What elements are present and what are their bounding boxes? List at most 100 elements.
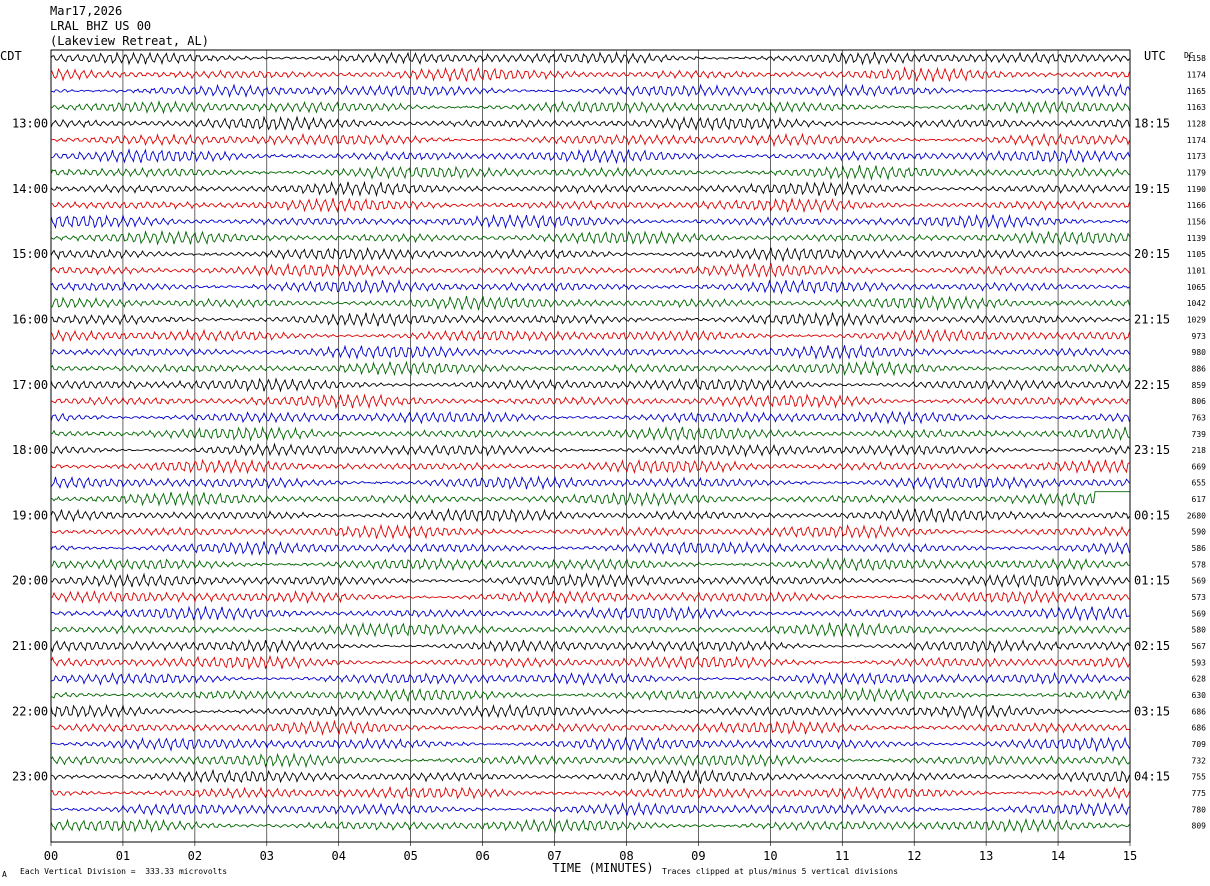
dc-offset-label: 973 — [1192, 332, 1207, 341]
seismic-trace — [50, 686, 1130, 703]
dc-offset-label: 732 — [1192, 756, 1207, 765]
x-tick-label: 04 — [332, 849, 346, 863]
seismic-trace — [50, 768, 1130, 784]
dc-offset-label: 617 — [1192, 495, 1207, 504]
x-tick-label: 14 — [1051, 849, 1065, 863]
seismic-trace — [50, 654, 1130, 671]
x-tick-label: 03 — [260, 849, 274, 863]
dc-offset-label: 573 — [1192, 593, 1207, 602]
right-hour-label: 18:15 — [1134, 116, 1170, 130]
dc-offset-label: 1101 — [1187, 266, 1206, 275]
seismic-trace — [50, 165, 1130, 181]
dc-offset-label: 590 — [1192, 528, 1207, 537]
dc-offset-label: 1128 — [1187, 119, 1206, 128]
dc-offset-label: 859 — [1192, 381, 1207, 390]
seismic-trace — [50, 572, 1130, 589]
dc-offset-label: 630 — [1192, 691, 1207, 700]
seismic-trace — [50, 801, 1130, 817]
left-hour-label: 20:00 — [12, 574, 48, 588]
seismic-trace — [50, 523, 1130, 540]
seismic-trace — [50, 377, 1130, 393]
dc-offset-label: 686 — [1192, 724, 1207, 733]
dc-offset-label: 775 — [1192, 789, 1207, 798]
x-tick-label: 13 — [979, 849, 993, 863]
dc-offset-label: 1174 — [1187, 70, 1206, 79]
right-hour-label: 04:15 — [1134, 770, 1170, 784]
seismic-trace — [50, 99, 1130, 115]
dc-offset-label: 578 — [1192, 560, 1207, 569]
seismic-trace — [50, 147, 1130, 165]
seismic-trace — [50, 589, 1130, 605]
label-layer: 00 01 02 03 04 05 06 07 08 09 10 11 12 13 14 15 1158 1174… — [12, 54, 1206, 863]
seismic-trace — [50, 671, 1130, 686]
seismic-trace — [50, 294, 1130, 312]
seismic-trace — [50, 132, 1130, 148]
seismic-trace — [50, 344, 1130, 361]
x-tick-label: 15 — [1123, 849, 1137, 863]
dc-offset-label: 806 — [1192, 397, 1207, 406]
scale-mark: A — [2, 870, 7, 879]
right-hour-label: 21:15 — [1134, 312, 1170, 326]
seismic-trace — [50, 50, 1130, 66]
dc-offset-label: 1179 — [1187, 168, 1206, 177]
seismic-trace — [50, 719, 1130, 736]
plot-frame — [50, 49, 1131, 843]
left-hour-label: 18:00 — [12, 443, 48, 457]
dc-offset-label: 1065 — [1187, 283, 1206, 292]
x-tick-label: 08 — [619, 849, 633, 863]
x-tick-label: 02 — [188, 849, 202, 863]
trace-layer — [50, 50, 1130, 834]
left-hour-label: 21:00 — [12, 639, 48, 653]
x-tick-label: 01 — [116, 849, 130, 863]
right-timezone-label: UTC — [1144, 49, 1166, 63]
right-hour-label: 00:15 — [1134, 508, 1170, 522]
right-hour-label: 23:15 — [1134, 443, 1170, 457]
seismic-trace — [50, 262, 1130, 279]
station-id: LRAL BHZ US 00 — [50, 19, 152, 33]
left-hour-label: 14:00 — [12, 182, 48, 196]
dc-column-label: DC — [1184, 51, 1194, 60]
dc-offset-label: 580 — [1192, 626, 1207, 635]
seismic-trace — [50, 311, 1130, 328]
x-tick-label: 05 — [403, 849, 417, 863]
dc-offset-label: 709 — [1192, 740, 1207, 749]
left-hour-label: 13:00 — [12, 116, 48, 130]
seismic-trace — [50, 557, 1130, 572]
right-hour-label: 01:15 — [1134, 574, 1170, 588]
seismic-trace — [50, 621, 1130, 639]
dc-offset-label: 886 — [1192, 364, 1207, 373]
dc-offset-label: 586 — [1192, 544, 1207, 553]
dc-offset-label: 1156 — [1187, 217, 1206, 226]
seismic-trace — [50, 425, 1130, 442]
seismic-trace — [50, 393, 1130, 410]
dc-offset-label: 569 — [1192, 577, 1207, 586]
dc-offset-label: 1173 — [1187, 152, 1206, 161]
dc-offset-label: 669 — [1192, 462, 1207, 471]
right-hour-label: 22:15 — [1134, 378, 1170, 392]
dc-offset-label: 980 — [1192, 348, 1207, 357]
seismic-trace — [50, 638, 1130, 654]
right-hour-label: 20:15 — [1134, 247, 1170, 261]
clip-note: Traces clipped at plus/minus 5 vertical … — [662, 867, 899, 876]
seismic-trace — [50, 213, 1130, 230]
seismic-trace — [50, 66, 1130, 82]
dc-offset-label: 569 — [1192, 609, 1207, 618]
seismic-trace — [50, 115, 1130, 132]
seismic-trace — [50, 752, 1130, 769]
seismic-trace — [50, 605, 1130, 622]
dc-offset-label: 1105 — [1187, 250, 1206, 259]
seismic-trace — [50, 490, 1130, 508]
seismic-trace — [50, 817, 1130, 834]
seismic-trace — [50, 475, 1130, 491]
dc-offset-label: 755 — [1192, 773, 1207, 782]
x-tick-label: 11 — [835, 849, 849, 863]
dc-offset-label: 218 — [1192, 446, 1207, 455]
x-tick-label: 00 — [44, 849, 58, 863]
dc-offset-label: 593 — [1192, 658, 1207, 667]
x-tick-label: 12 — [907, 849, 921, 863]
left-hour-label: 19:00 — [12, 508, 48, 522]
dc-offset-label: 655 — [1192, 479, 1207, 488]
dc-offset-label: 1166 — [1187, 201, 1206, 210]
dc-offset-label: 780 — [1192, 805, 1207, 814]
